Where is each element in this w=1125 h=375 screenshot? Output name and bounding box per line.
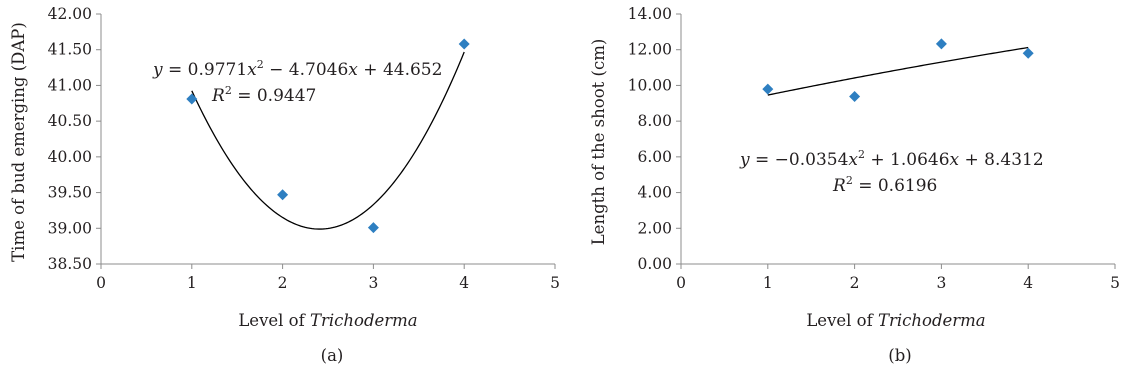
y-tick-label: 10.00 [628,76,672,94]
y-tick-label: 39.50 [48,184,92,202]
y-axis-label: Time of bud emerging (DAP) [9,22,28,262]
x-tick-label: 3 [936,274,946,292]
y-tick-label: 12.00 [628,41,672,59]
trendline-equation: y = 0.9771x2 − 4.7046x + 44.652 [152,58,442,80]
y-tick-label: 0.00 [637,255,672,273]
x-tick-label: 1 [187,274,197,292]
panel-label: (b) [888,346,911,365]
chart-panel-a: Time of bud emerging (DAP) Level of Tric… [9,5,560,365]
y-tick-label: 40.00 [48,148,92,166]
chart-panel-b: Length of the shoot (cm) Level of Tricho… [589,5,1120,365]
trendline [191,51,465,230]
x-tick-label: 5 [1110,274,1120,292]
data-point [849,91,861,102]
y-axis-label: Length of the shoot (cm) [589,39,608,246]
x-axis-label: Level of Trichoderma [238,311,417,330]
y-tick-label: 39.00 [48,219,92,237]
x-axis-label: Level of Trichoderma [806,311,985,330]
x-tick-label: 5 [550,274,560,292]
y-tick-label: 42.00 [48,5,92,23]
panel-label: (a) [321,346,344,365]
y-tick-label: 4.00 [637,184,672,202]
x-tick-label: 2 [278,274,288,292]
trendline-equation: y = −0.0354x2 + 1.0646x + 8.4312 [739,148,1044,170]
data-point [1022,47,1034,59]
x-tick-label: 4 [459,274,469,292]
y-tick-label: 2.00 [637,219,672,237]
x-tick-label: 1 [763,274,773,292]
data-point [186,93,198,105]
y-tick-label: 8.00 [637,112,672,130]
data-point [935,38,947,50]
y-tick-label: 41.00 [48,76,92,94]
y-tick-label: 14.00 [628,5,672,23]
x-tick-label: 4 [1023,274,1033,292]
y-tick-label: 40.50 [48,112,92,130]
y-tick-label: 41.50 [48,41,92,59]
x-tick-label: 0 [676,274,686,292]
y-tick-label: 6.00 [637,148,672,166]
data-point [762,83,774,95]
data-point [367,222,379,234]
r-squared-label: R2 = 0.6196 [832,174,937,196]
r-squared-label: R2 = 0.9447 [211,84,316,106]
x-tick-label: 2 [850,274,860,292]
y-tick-label: 38.50 [48,255,92,273]
x-tick-label: 3 [368,274,378,292]
data-point [277,189,289,201]
trendline [767,46,1029,96]
x-tick-label: 0 [96,274,106,292]
data-point [458,38,470,50]
